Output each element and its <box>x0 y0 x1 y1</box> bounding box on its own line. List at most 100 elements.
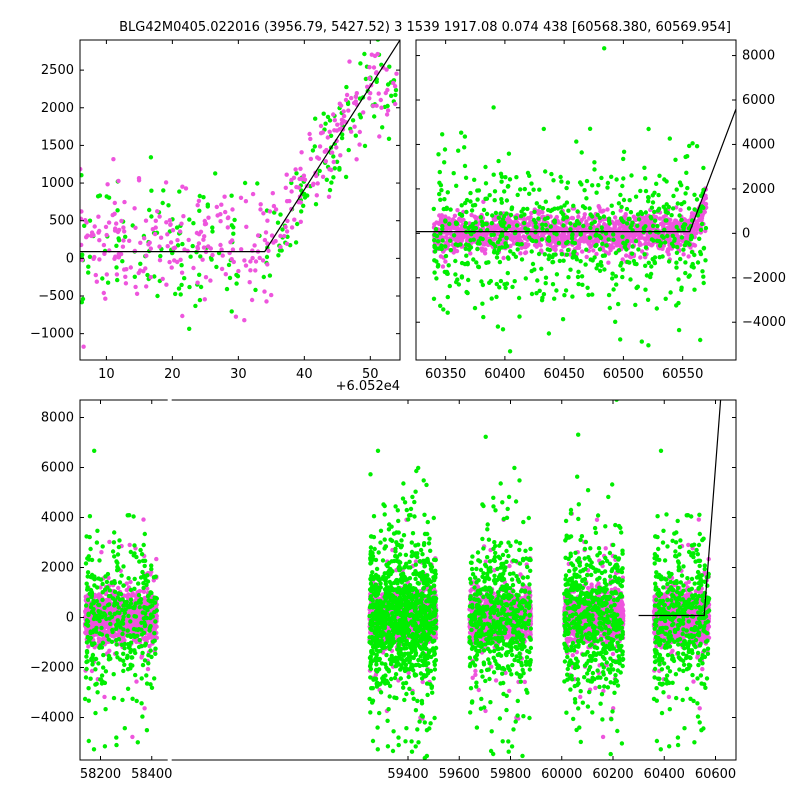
data-point <box>640 339 644 343</box>
data-point <box>619 261 623 265</box>
data-point <box>516 193 520 197</box>
data-point <box>159 236 163 240</box>
data-point <box>490 221 494 225</box>
data-point <box>114 244 118 248</box>
data-point <box>523 235 527 239</box>
data-point <box>231 232 235 236</box>
data-point <box>676 277 680 281</box>
data-point <box>480 302 484 306</box>
data-point <box>112 601 116 605</box>
data-point <box>500 201 504 205</box>
data-point <box>148 616 152 620</box>
data-point <box>650 206 654 210</box>
data-point <box>357 142 361 146</box>
data-point <box>432 233 436 237</box>
data-point <box>593 220 597 224</box>
data-point <box>171 228 175 232</box>
data-point <box>473 306 477 310</box>
data-point <box>493 244 497 248</box>
data-point <box>493 189 497 193</box>
data-point <box>142 543 146 547</box>
data-point <box>96 661 100 665</box>
data-point <box>138 638 142 642</box>
data-point <box>375 52 379 56</box>
data-point <box>685 154 689 158</box>
data-point <box>187 327 191 331</box>
data-point <box>529 238 533 242</box>
data-point <box>679 183 683 187</box>
data-point <box>559 179 563 183</box>
data-point <box>285 242 289 246</box>
data-point <box>489 279 493 283</box>
data-point <box>164 180 168 184</box>
data-point <box>363 144 367 148</box>
data-point <box>475 197 479 201</box>
data-point <box>84 667 88 671</box>
data-point <box>278 212 282 216</box>
data-point <box>228 276 232 280</box>
data-point <box>483 197 487 201</box>
data-point <box>508 249 512 253</box>
data-point <box>86 570 90 574</box>
data-point <box>126 634 130 638</box>
data-point <box>153 619 157 623</box>
data-point <box>173 292 177 296</box>
data-point <box>553 218 557 222</box>
data-point <box>133 249 137 253</box>
data-point <box>127 513 131 517</box>
data-point <box>522 221 526 225</box>
data-point <box>479 279 483 283</box>
data-point <box>653 261 657 265</box>
data-point <box>654 234 658 238</box>
data-point <box>153 639 157 643</box>
data-point <box>596 213 600 217</box>
data-point <box>107 220 111 224</box>
data-point <box>380 125 384 129</box>
data-point <box>94 594 98 598</box>
data-point <box>391 81 395 85</box>
data-point <box>352 125 356 129</box>
data-point <box>464 176 468 180</box>
data-point <box>520 242 524 246</box>
data-point <box>476 265 480 269</box>
data-point <box>579 232 583 236</box>
data-point <box>88 592 92 596</box>
data-point <box>558 259 562 263</box>
data-point <box>675 245 679 249</box>
data-point <box>566 248 570 252</box>
data-point <box>153 596 157 600</box>
data-point <box>100 582 104 586</box>
data-point <box>175 225 179 229</box>
data-point <box>685 186 689 190</box>
data-point <box>114 735 118 739</box>
data-point <box>136 581 140 585</box>
data-point <box>508 177 512 181</box>
data-point <box>501 256 505 260</box>
data-point <box>102 611 106 615</box>
y-tick-label: −1000 <box>30 327 74 342</box>
data-point <box>351 118 355 122</box>
data-point <box>609 243 613 247</box>
data-point <box>143 266 147 270</box>
data-point <box>105 194 109 198</box>
data-point <box>432 244 436 248</box>
data-point <box>161 201 165 205</box>
data-point <box>690 250 694 254</box>
data-point <box>618 193 622 197</box>
data-point <box>178 229 182 233</box>
data-point <box>647 261 651 265</box>
data-point <box>149 275 153 279</box>
data-point <box>566 275 570 279</box>
data-point <box>588 127 592 131</box>
data-point <box>115 565 119 569</box>
data-point <box>648 275 652 279</box>
data-point <box>118 580 122 584</box>
data-point <box>494 295 498 299</box>
data-point <box>221 253 225 257</box>
data-point <box>130 663 134 667</box>
data-point <box>313 117 317 121</box>
data-point <box>540 237 544 241</box>
data-point <box>168 218 172 222</box>
